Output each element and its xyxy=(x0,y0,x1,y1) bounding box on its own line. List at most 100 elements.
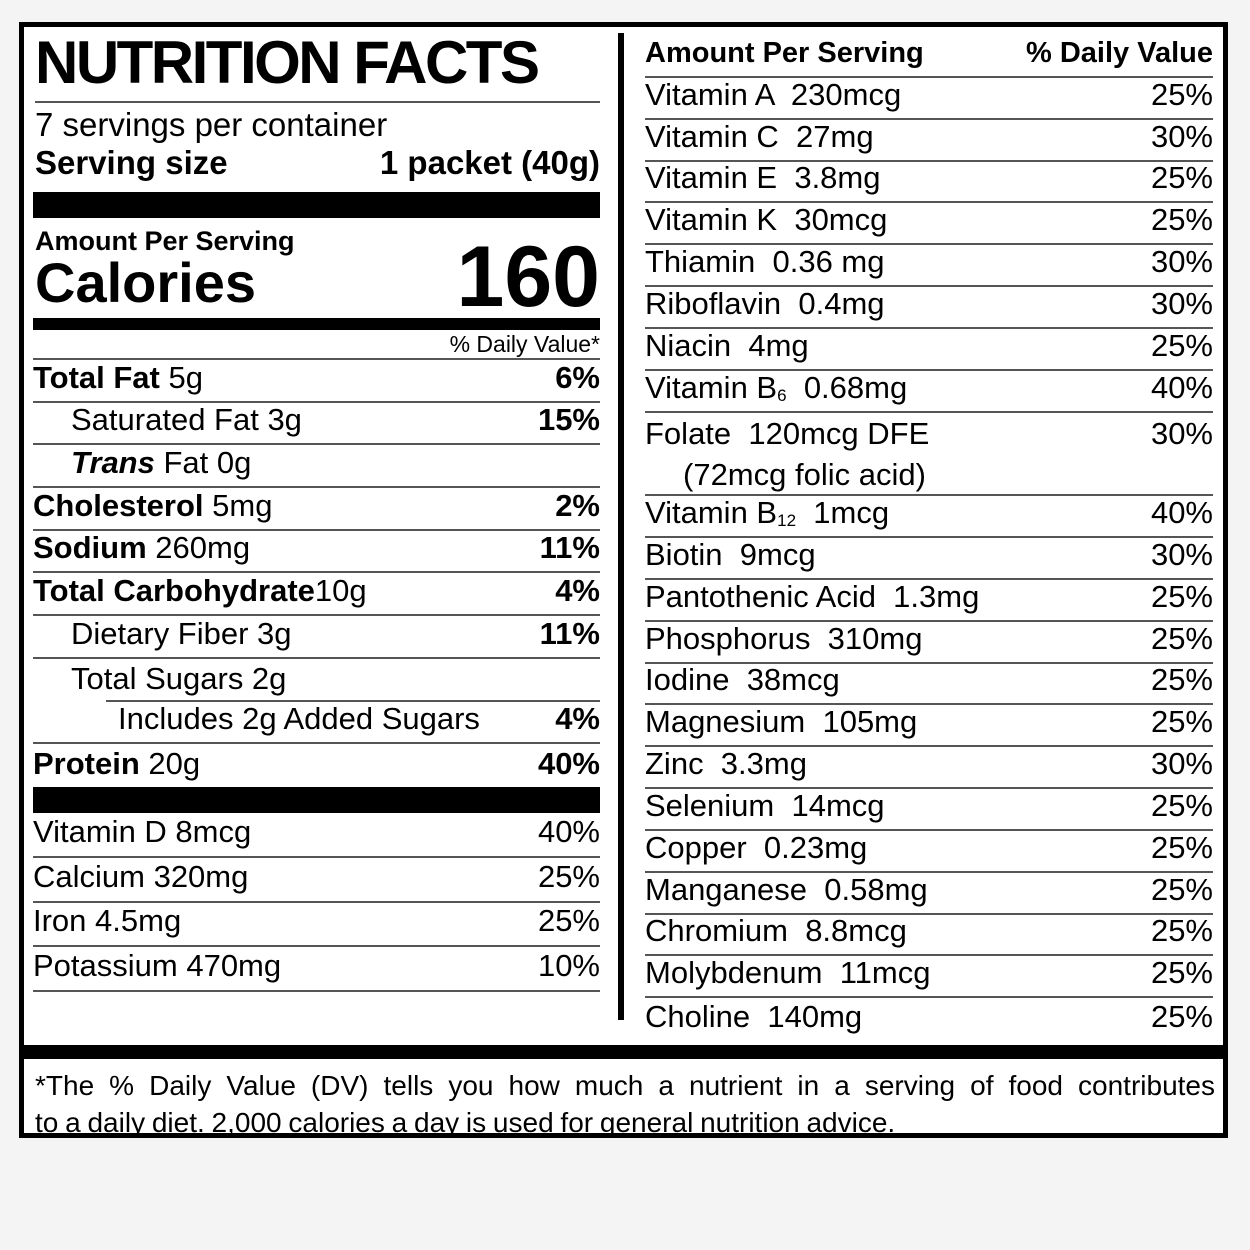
amount-per-serving-label: Amount Per Serving xyxy=(35,226,295,256)
page-title: NUTRITION FACTS xyxy=(35,29,540,96)
nutrient-row: Total Carbohydrate10g 4% xyxy=(33,573,600,617)
servings-per-container: 7 servings per container xyxy=(35,106,388,143)
daily-value: 25% xyxy=(1150,620,1213,656)
micronutrient-row: Pantothenic Acid 1.3mg 25% xyxy=(645,578,1213,622)
nutrient-name: Vitamin B6 0.68mg xyxy=(645,369,908,405)
nutrient-row: Saturated Fat 3g 15% xyxy=(33,402,600,446)
micronutrient-row: Niacin 4mg 25% xyxy=(645,327,1213,371)
nutrient-name: Zinc 3.3mg xyxy=(645,746,807,782)
micronutrient-row: Choline 140mg 25% xyxy=(645,998,1213,1040)
nutrient-name: Magnesium 105mg xyxy=(645,704,918,740)
daily-value: 15% xyxy=(537,402,600,438)
calories-label: Calories xyxy=(35,251,256,314)
daily-value: 30% xyxy=(1150,536,1213,572)
daily-value: 25% xyxy=(1150,202,1213,238)
nutrient-name: Total Sugars 2g xyxy=(71,660,287,696)
micronutrient-row: Vitamin B6 0.68mg 40% xyxy=(645,369,1213,413)
serving-size-label: Serving size xyxy=(35,144,228,181)
daily-value: 4% xyxy=(555,573,600,609)
nutrition-facts-label: NUTRITION FACTS 7 servings per container… xyxy=(19,22,1228,1138)
nutrient-row: Trans Fat 0g xyxy=(33,445,600,489)
nutrient-name: Vitamin D 8mcg xyxy=(33,813,252,849)
right-column-header: Amount Per Serving % Daily Value xyxy=(645,35,1213,78)
vitamin-row: Calcium 320mg 25% xyxy=(33,858,600,903)
daily-value: 25% xyxy=(1150,160,1213,196)
main-column: NUTRITION FACTS 7 servings per container… xyxy=(33,27,600,1133)
nutrient-row: Dietary Fiber 3g 11% xyxy=(33,616,600,659)
serving-size-row: Serving size 1 packet (40g) xyxy=(35,144,600,182)
daily-value: 25% xyxy=(1150,829,1213,865)
daily-value: 30% xyxy=(1150,746,1213,782)
nutrient-name: Potassium 470mg xyxy=(33,948,282,983)
daily-value: 25% xyxy=(1150,999,1213,1035)
micronutrient-row: Zinc 3.3mg 30% xyxy=(645,746,1213,790)
nutrient-name: Vitamin K 30mcg xyxy=(645,202,888,238)
daily-value: 25% xyxy=(1150,662,1213,698)
nutrient-name: Dietary Fiber 3g xyxy=(71,615,292,651)
nutrient-row: Total Fat 5g 6% xyxy=(33,360,600,403)
micronutrient-row: Copper 0.23mg 25% xyxy=(645,829,1213,873)
daily-value: 25% xyxy=(1150,704,1213,740)
micronutrient-row: Selenium 14mcg 25% xyxy=(645,787,1213,831)
micronutrient-row: Iodine 38mcg 25% xyxy=(645,662,1213,706)
daily-value: 30% xyxy=(1150,285,1213,321)
vitamin-row: Vitamin D 8mcg 40% xyxy=(33,813,600,858)
nutrient-name: Iodine 38mcg xyxy=(645,662,840,698)
thick-separator-bar-2 xyxy=(33,787,600,813)
daily-value: 40% xyxy=(537,813,600,849)
nutrient-name: Choline 140mg xyxy=(645,999,863,1035)
micronutrient-row: Vitamin C 27mg 30% xyxy=(645,119,1213,162)
daily-value: 40% xyxy=(1150,369,1213,405)
nutrient-name: Vitamin B12 1mcg xyxy=(645,495,890,531)
nutrient-name: Selenium 14mcg xyxy=(645,787,885,823)
daily-value: 30% xyxy=(1150,415,1213,451)
nutrient-name: Calcium 320mg xyxy=(33,858,249,894)
daily-value: 25% xyxy=(1150,578,1213,614)
column-divider xyxy=(618,33,624,1020)
right-header-amount-per-serving: Amount Per Serving xyxy=(645,37,924,69)
micronutrient-row: Vitamin K 30mcg 25% xyxy=(645,202,1213,246)
nutrient-name: Vitamin A 230mcg xyxy=(645,76,902,112)
nutrient-row: Includes 2g Added Sugars 4% xyxy=(33,701,600,745)
nutrient-name: Copper 0.23mg xyxy=(645,829,868,865)
nutrient-name: Thiamin 0.36 mg xyxy=(645,244,885,280)
micronutrient-row: Manganese 0.58mg 25% xyxy=(645,871,1213,915)
micronutrient-row: Magnesium 105mg 25% xyxy=(645,704,1213,748)
daily-value: 30% xyxy=(1150,244,1213,280)
footnote: *The % Daily Value (DV) tells you how mu… xyxy=(35,1067,1215,1141)
micronutrient-row: Vitamin A 230mcg 25% xyxy=(645,76,1213,120)
nutrient-name: Biotin 9mcg xyxy=(645,536,816,572)
calories-row: Calories 160 xyxy=(35,228,601,325)
daily-value: 10% xyxy=(537,948,600,983)
micronutrient-row: Thiamin 0.36 mg 30% xyxy=(645,244,1213,288)
nutrient-row: Sodium 260mg 11% xyxy=(33,530,600,574)
vitamin-row: Iron 4.5mg 25% xyxy=(33,903,600,948)
nutrient-name: Riboflavin 0.4mg xyxy=(645,285,885,321)
micronutrient-row: Vitamin B12 1mcg 40% xyxy=(645,495,1213,539)
daily-value: 25% xyxy=(1150,871,1213,907)
daily-value: 25% xyxy=(1150,327,1213,363)
thick-separator-bar xyxy=(33,192,600,218)
micronutrient-row: Phosphorus 310mg 25% xyxy=(645,620,1213,664)
nutrient-name: Iron 4.5mg xyxy=(33,903,182,939)
daily-value: 11% xyxy=(539,530,600,566)
nutrient-name: Vitamin E 3.8mg xyxy=(645,160,881,196)
calories-value: 160 xyxy=(456,228,601,325)
daily-value: 40% xyxy=(537,745,600,781)
nutrient-name: Manganese 0.58mg xyxy=(645,871,928,907)
micronutrient-row: Vitamin E 3.8mg 25% xyxy=(645,160,1213,204)
micronutrient-row: Biotin 9mcg 30% xyxy=(645,536,1213,580)
nutrient-name: Includes 2g Added Sugars xyxy=(118,701,480,737)
daily-value-note: % Daily Value* xyxy=(449,331,600,357)
micronutrient-row: Chromium 8.8mcg 25% xyxy=(645,913,1213,957)
micronutrient-column: Amount Per Serving % Daily Value Vitamin… xyxy=(645,35,1213,1040)
daily-value: 4% xyxy=(555,701,600,737)
nutrient-name: Cholesterol 5mg xyxy=(33,487,273,523)
footnote-line-1: *The % Daily Value (DV) tells you how mu… xyxy=(35,1070,1215,1101)
nutrient-name: Protein 20g xyxy=(33,745,201,781)
daily-value: 25% xyxy=(537,858,600,894)
vitamin-row: Potassium 470mg 10% xyxy=(33,947,600,992)
daily-value: 25% xyxy=(1150,955,1213,991)
nutrient-name: Phosphorus 310mg xyxy=(645,620,923,656)
